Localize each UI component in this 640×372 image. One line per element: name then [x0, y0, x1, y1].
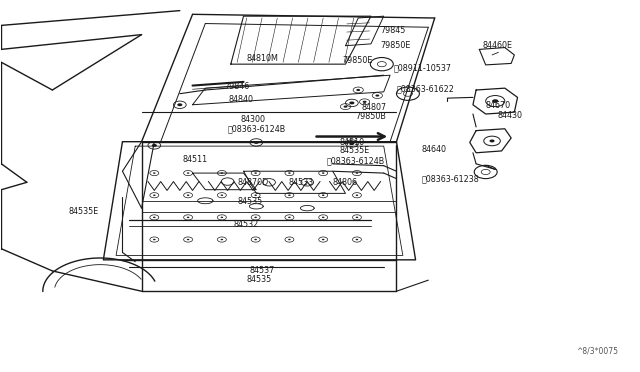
Text: 84532: 84532	[234, 220, 259, 229]
Text: 84430: 84430	[497, 110, 522, 120]
Text: 84640: 84640	[422, 145, 447, 154]
Text: 79850E: 79850E	[381, 41, 411, 50]
Circle shape	[376, 94, 380, 97]
Circle shape	[288, 195, 291, 196]
Circle shape	[490, 140, 495, 142]
Circle shape	[253, 141, 259, 144]
Text: 84806: 84806	[333, 178, 358, 187]
Circle shape	[153, 217, 156, 218]
Circle shape	[356, 89, 360, 91]
Text: 84300: 84300	[241, 115, 266, 124]
Circle shape	[288, 172, 291, 174]
Circle shape	[322, 195, 324, 196]
Text: 79850E: 79850E	[342, 56, 372, 65]
Text: 84535: 84535	[246, 275, 272, 283]
Circle shape	[153, 239, 156, 240]
Circle shape	[322, 172, 324, 174]
Text: 84460E: 84460E	[483, 41, 513, 50]
Circle shape	[254, 239, 257, 240]
Circle shape	[221, 195, 223, 196]
Text: 84870D: 84870D	[237, 178, 268, 187]
Circle shape	[254, 217, 257, 218]
Circle shape	[492, 99, 499, 103]
Text: 84511: 84511	[183, 154, 208, 164]
Text: 84810M: 84810M	[246, 54, 278, 63]
Circle shape	[288, 217, 291, 218]
Circle shape	[153, 172, 156, 174]
Text: Ⓢ08363-6124B: Ⓢ08363-6124B	[326, 156, 385, 166]
Text: Ⓢ08363-6124B: Ⓢ08363-6124B	[228, 124, 286, 133]
Circle shape	[221, 217, 223, 218]
Circle shape	[288, 239, 291, 240]
Text: ^8/3*0075: ^8/3*0075	[576, 347, 618, 356]
Circle shape	[356, 239, 358, 240]
Text: Ⓢ08363-61238: Ⓢ08363-61238	[422, 174, 480, 183]
Circle shape	[187, 172, 189, 174]
Circle shape	[254, 195, 257, 196]
Circle shape	[356, 172, 358, 174]
Text: 79846: 79846	[225, 82, 250, 91]
Circle shape	[187, 195, 189, 196]
Circle shape	[254, 172, 257, 174]
Text: 79850B: 79850B	[355, 112, 386, 121]
Circle shape	[322, 217, 324, 218]
Text: 84535E: 84535E	[68, 206, 99, 216]
Text: 84510: 84510	[339, 138, 364, 147]
Text: 84535E: 84535E	[339, 146, 369, 155]
Circle shape	[344, 106, 348, 108]
Circle shape	[152, 144, 157, 147]
Circle shape	[356, 195, 358, 196]
Circle shape	[349, 142, 355, 145]
Circle shape	[322, 239, 324, 240]
Text: 84533: 84533	[288, 178, 313, 187]
Circle shape	[356, 217, 358, 218]
Circle shape	[221, 239, 223, 240]
Circle shape	[187, 217, 189, 218]
Text: 84840: 84840	[228, 95, 253, 104]
Text: 84670: 84670	[486, 101, 511, 110]
Text: 84807: 84807	[362, 103, 387, 112]
Text: 84535: 84535	[237, 197, 262, 206]
Circle shape	[363, 101, 367, 103]
Text: Ⓢ08363-61622: Ⓢ08363-61622	[396, 84, 454, 93]
Circle shape	[221, 172, 223, 174]
Circle shape	[187, 239, 189, 240]
Text: 84537: 84537	[250, 266, 275, 275]
Circle shape	[349, 102, 355, 105]
Text: 79845: 79845	[381, 26, 406, 35]
Circle shape	[153, 195, 156, 196]
Circle shape	[177, 103, 182, 106]
Text: ⓝ08911-10537: ⓝ08911-10537	[394, 63, 451, 72]
